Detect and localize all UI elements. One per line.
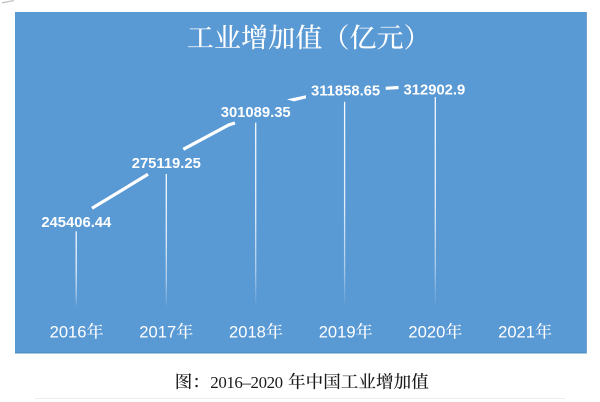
- svg-text:275119.25: 275119.25: [132, 156, 201, 172]
- svg-text:301089.35: 301089.35: [221, 105, 291, 121]
- svg-text:2020: 2020: [408, 323, 445, 342]
- svg-text:2016–2020: 2016–2020: [210, 373, 282, 392]
- svg-text:312902.9: 312902.9: [404, 83, 466, 99]
- svg-text:2016: 2016: [50, 323, 87, 342]
- svg-text:311858.65: 311858.65: [311, 83, 380, 99]
- svg-text:2017: 2017: [139, 323, 176, 342]
- svg-text:245406.44: 245406.44: [41, 215, 112, 231]
- svg-text:2018: 2018: [229, 323, 266, 342]
- svg-text:2021: 2021: [498, 323, 535, 342]
- svg-text:2019: 2019: [319, 323, 356, 342]
